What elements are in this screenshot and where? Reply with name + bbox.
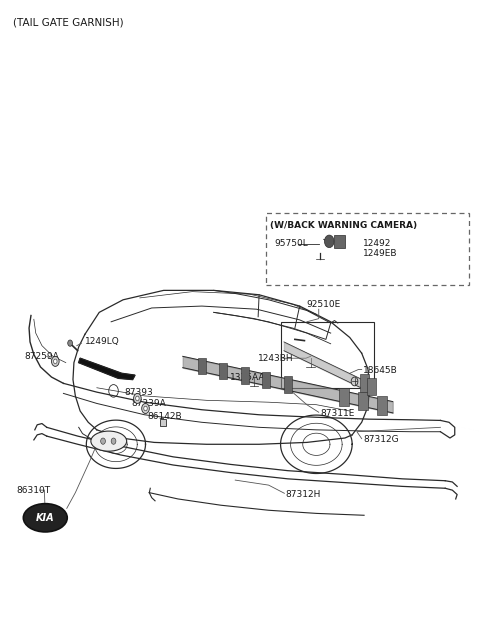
Bar — [263, 372, 270, 388]
Circle shape — [142, 403, 149, 413]
Bar — [284, 377, 291, 392]
Text: 87312G: 87312G — [363, 435, 399, 444]
Text: (TAIL GATE GARNISH): (TAIL GATE GARNISH) — [13, 17, 124, 27]
Circle shape — [54, 359, 57, 363]
Polygon shape — [79, 358, 135, 380]
Ellipse shape — [91, 431, 127, 451]
Text: 87312H: 87312H — [286, 490, 321, 499]
Text: 18645B: 18645B — [363, 366, 398, 375]
Circle shape — [133, 393, 141, 403]
Ellipse shape — [24, 504, 67, 532]
Bar — [266, 213, 469, 285]
Text: 87393: 87393 — [124, 387, 153, 397]
Circle shape — [111, 438, 116, 444]
Circle shape — [101, 438, 106, 444]
Circle shape — [144, 406, 147, 411]
Circle shape — [136, 396, 139, 401]
Text: 87239A: 87239A — [131, 399, 166, 408]
Text: 92510E: 92510E — [307, 300, 341, 309]
Bar — [281, 322, 373, 387]
Text: 95750L: 95750L — [275, 239, 308, 249]
Circle shape — [68, 340, 72, 346]
Bar — [241, 367, 249, 384]
Text: 87259A: 87259A — [24, 352, 59, 361]
Text: 1335AA: 1335AA — [229, 372, 265, 382]
Bar — [160, 418, 166, 426]
Text: 1249EB: 1249EB — [363, 249, 397, 259]
Text: 87311E: 87311E — [320, 409, 355, 418]
Text: (W/BACK WARNING CAMERA): (W/BACK WARNING CAMERA) — [270, 221, 417, 230]
Circle shape — [51, 357, 59, 367]
Bar — [339, 387, 349, 406]
Bar — [219, 363, 227, 379]
Bar — [367, 377, 376, 395]
Text: 12492: 12492 — [363, 239, 392, 249]
Text: 1243BH: 1243BH — [258, 354, 294, 363]
Circle shape — [351, 377, 358, 386]
Bar — [377, 396, 387, 415]
Text: 1249LQ: 1249LQ — [85, 338, 120, 346]
Text: 86142B: 86142B — [147, 411, 181, 420]
Bar — [360, 374, 369, 392]
Text: KIA: KIA — [36, 513, 55, 523]
Bar — [198, 358, 205, 374]
Text: 86310T: 86310T — [17, 486, 51, 495]
Bar — [334, 235, 345, 247]
Circle shape — [324, 235, 334, 247]
Bar — [359, 392, 368, 411]
